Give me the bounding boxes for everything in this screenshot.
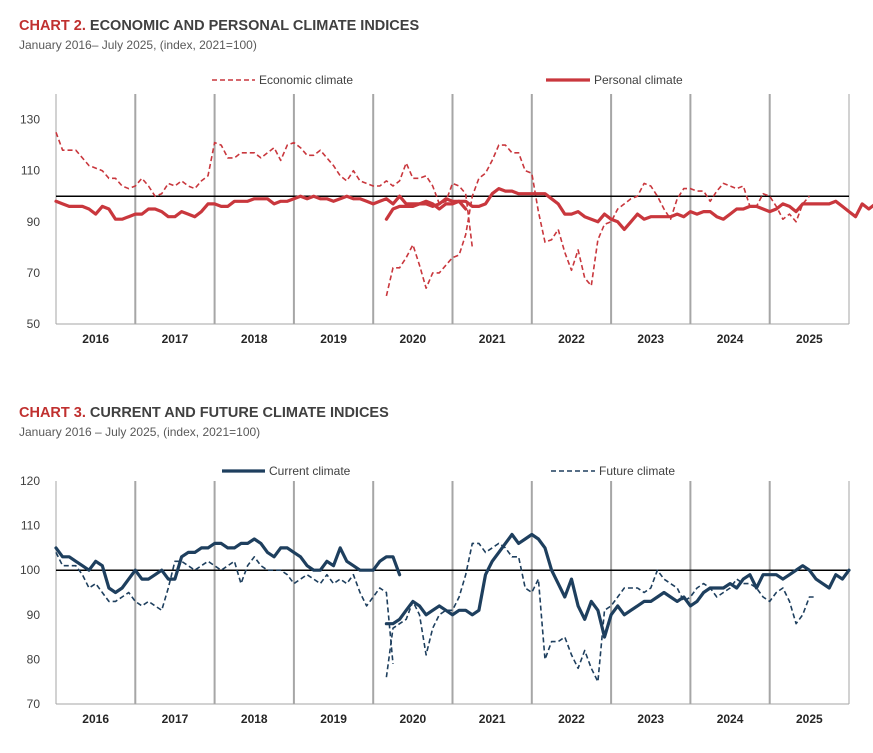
chart-2-x-tick-label: 2022 bbox=[558, 332, 585, 346]
chart-2-x-tick-label: 2021 bbox=[479, 332, 506, 346]
chart-2-subtitle: January 2016– July 2025, (index, 2021=10… bbox=[19, 38, 257, 52]
chart-3-legend-item: Current climate bbox=[222, 464, 351, 478]
chart-2-x-tick-label: 2025 bbox=[796, 332, 823, 346]
chart-3-x-tick-label: 2017 bbox=[162, 712, 189, 726]
chart-2-gridlines bbox=[55, 94, 850, 324]
chart-2-title-text: ECONOMIC AND PERSONAL CLIMATE INDICES bbox=[89, 18, 420, 34]
chart-3-plot: 70 80 90 100 110 120 2016 2017 2018 2019 2020 2021 2… bbox=[20, 464, 851, 726]
chart-3-x-tick-label: 2025 bbox=[796, 712, 823, 726]
chart-3-x-tick-label: 2018 bbox=[241, 712, 268, 726]
chart-2-x-tick-label: 2020 bbox=[399, 332, 426, 346]
chart-2-series-personal-climate bbox=[54, 187, 873, 231]
chart-2-title: CHART 2. ECONOMIC AND PERSONAL CLIMATE I… bbox=[19, 18, 419, 34]
chart-3-y-tick-label: 120 bbox=[20, 474, 40, 488]
chart-2-y-tick-label: 50 bbox=[27, 317, 41, 331]
chart-2-x-tick-label: 2018 bbox=[241, 332, 268, 346]
chart-2-y-tick-label: 130 bbox=[20, 113, 40, 127]
chart-3-title-number: CHART 3. bbox=[19, 405, 86, 421]
chart-3-series-line bbox=[54, 537, 402, 595]
chart-3-title-text: CURRENT AND FUTURE CLIMATE INDICES bbox=[89, 405, 389, 421]
chart-3-subtitle: January 2016 – July 2025, (index, 2021=1… bbox=[19, 425, 261, 439]
chart-2-legend-item: Economic climate bbox=[212, 73, 353, 87]
chart-3-gridlines bbox=[55, 481, 850, 704]
chart-3-y-tick-label: 90 bbox=[27, 608, 41, 622]
chart-3-y-tick-label: 70 bbox=[27, 697, 41, 711]
chart-3-legend-label: Future climate bbox=[599, 464, 675, 478]
chart-3-series-line bbox=[55, 552, 394, 664]
chart-3-panel: CHART 3. CURRENT AND FUTURE CLIMATE INDI… bbox=[0, 392, 873, 753]
chart-2-x-tick-label: 2017 bbox=[162, 332, 189, 346]
chart-2-series-line bbox=[384, 187, 873, 231]
chart-2-series-line bbox=[385, 144, 811, 297]
chart-3-series-future-climate bbox=[55, 542, 816, 683]
chart-2-series-economic-climate bbox=[55, 132, 811, 297]
chart-2-x-tick-label: 2019 bbox=[320, 332, 347, 346]
chart-3-x-tick-label: 2016 bbox=[82, 712, 109, 726]
chart-3-series-line bbox=[385, 542, 816, 683]
chart-3-series-line bbox=[384, 532, 851, 639]
chart-2-panel: CHART 2. ECONOMIC AND PERSONAL CLIMATE I… bbox=[19, 18, 873, 346]
chart-2-series-line bbox=[55, 132, 474, 248]
chart-2-y-tick-label: 110 bbox=[21, 164, 40, 178]
chart-3-y-tick-label: 100 bbox=[20, 563, 40, 577]
chart-2-y-tick-label: 70 bbox=[27, 266, 41, 280]
chart-3-legend-label: Current climate bbox=[269, 464, 351, 478]
chart-3-x-tick-label: 2023 bbox=[637, 712, 664, 726]
chart-2-series-line bbox=[54, 194, 468, 221]
chart-3-series-current-climate bbox=[54, 532, 851, 639]
chart-3-x-tick-label: 2020 bbox=[399, 712, 426, 726]
chart-2-x-tick-label: 2024 bbox=[717, 332, 744, 346]
chart-2-x-tick-label: 2016 bbox=[82, 332, 109, 346]
chart-3-x-tick-label: 2021 bbox=[479, 712, 506, 726]
chart-3-legend-item: Future climate bbox=[551, 464, 675, 478]
chart-3-x-tick-label: 2019 bbox=[320, 712, 347, 726]
chart-2-legend-label: Economic climate bbox=[259, 73, 353, 87]
chart-2-title-number: CHART 2. bbox=[19, 18, 86, 34]
chart-3-x-tick-label: 2024 bbox=[717, 712, 744, 726]
chart-3-y-tick-label: 110 bbox=[21, 519, 40, 533]
chart-2-plot: 50 70 90 110 130 2016 2017 2018 2019 2020 2021 2022… bbox=[20, 73, 873, 346]
chart-2-legend-label: Personal climate bbox=[594, 73, 683, 87]
chart-2-x-tick-label: 2023 bbox=[637, 332, 664, 346]
chart-3-title: CHART 3. CURRENT AND FUTURE CLIMATE INDI… bbox=[19, 405, 389, 421]
chart-2-y-tick-label: 90 bbox=[27, 215, 41, 229]
chart-2-legend-item: Personal climate bbox=[546, 73, 683, 87]
chart-3-x-tick-label: 2022 bbox=[558, 712, 585, 726]
chart-3-y-tick-label: 80 bbox=[27, 652, 41, 666]
